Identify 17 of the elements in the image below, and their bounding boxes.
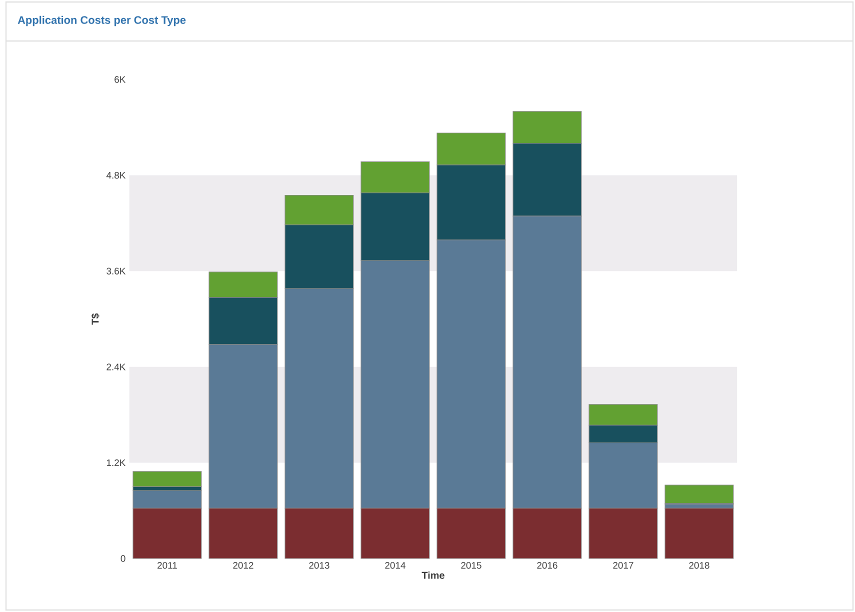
y-tick-label: 2.4K [106, 364, 126, 370]
x-tick-label: 2015 [461, 562, 482, 569]
x-tick-label: 2012 [233, 562, 254, 569]
y-tick-label: 0 [120, 555, 126, 562]
x-tick-label: 2018 [689, 562, 710, 569]
x-tick-label: 2011 [158, 562, 177, 569]
y-tick-label: 6K [114, 76, 126, 83]
y-tick-label: 1.2K [106, 459, 126, 466]
y-axis-title: T$ [91, 313, 100, 325]
x-tick-label: 2013 [309, 562, 330, 569]
x-tick-label: 2017 [613, 562, 634, 569]
y-tick-label: 3.6K [106, 268, 126, 274]
x-tick-label: 2014 [385, 562, 406, 569]
y-tick-label: 4.8K [106, 172, 126, 179]
chart-title: Application Costs per Cost Type [18, 16, 186, 26]
x-tick-label: 2016 [537, 562, 558, 569]
x-axis-title: Time [422, 572, 444, 579]
